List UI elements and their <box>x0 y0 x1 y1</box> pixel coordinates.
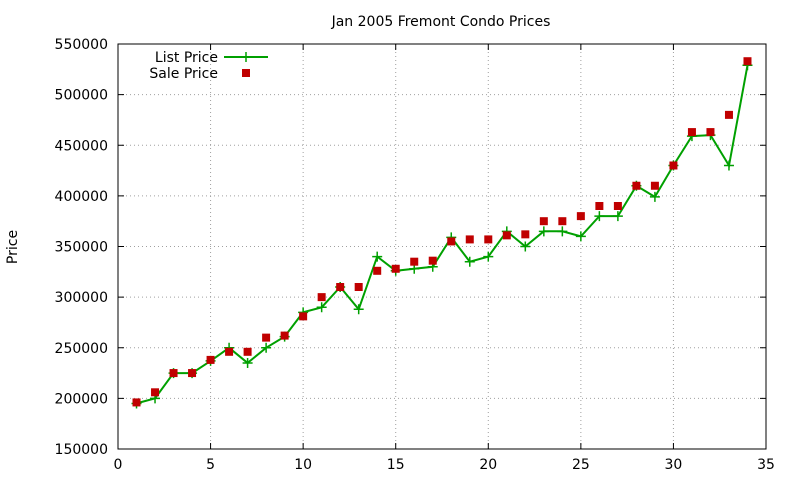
legend-label: List Price <box>155 50 218 66</box>
data-point <box>650 181 659 190</box>
data-point <box>373 266 382 275</box>
y-tick-label: 150000 <box>55 442 108 458</box>
y-tick-label: 200000 <box>55 391 108 407</box>
legend-marker <box>242 69 250 77</box>
data-point <box>188 369 197 378</box>
data-point <box>261 342 272 353</box>
data-point <box>520 241 531 252</box>
data-point <box>206 355 215 364</box>
data-point <box>243 347 252 356</box>
series-line <box>136 65 749 405</box>
data-point <box>262 333 271 342</box>
data-point <box>447 237 456 246</box>
y-tick-label: 300000 <box>55 290 108 306</box>
data-point <box>649 191 660 202</box>
data-point <box>706 128 715 137</box>
data-point <box>557 226 568 237</box>
x-tick-label: 25 <box>572 457 590 473</box>
data-point <box>372 251 383 262</box>
data-point <box>743 57 752 66</box>
y-tick-label: 450000 <box>55 138 108 154</box>
data-point <box>410 257 419 266</box>
data-point <box>669 161 678 170</box>
series-sale-price <box>132 57 752 407</box>
y-tick-label: 500000 <box>55 88 108 104</box>
data-point <box>687 128 696 137</box>
data-point <box>483 251 494 262</box>
data-point <box>538 226 549 237</box>
x-tick-label: 15 <box>387 457 405 473</box>
x-tick-label: 20 <box>479 457 497 473</box>
y-tick-label: 350000 <box>55 240 108 256</box>
legend-label: Sale Price <box>149 66 218 82</box>
data-point <box>242 357 253 368</box>
data-point <box>299 312 308 321</box>
data-point <box>317 293 326 302</box>
data-point <box>521 230 530 239</box>
data-point <box>391 264 400 273</box>
data-point <box>576 212 585 221</box>
data-point <box>354 283 363 291</box>
data-point <box>464 256 475 267</box>
data-point <box>280 331 289 340</box>
legend-marker <box>241 52 251 62</box>
data-point <box>502 231 511 240</box>
x-tick-label: 35 <box>757 457 775 473</box>
series-list-price <box>131 60 753 409</box>
data-point <box>595 202 604 210</box>
data-point <box>336 283 345 291</box>
data-point <box>539 217 548 226</box>
y-tick-label: 400000 <box>55 189 108 205</box>
data-point <box>316 302 327 313</box>
data-point <box>594 211 605 222</box>
data-point <box>169 369 178 378</box>
y-tick-label: 250000 <box>55 341 108 357</box>
data-point <box>558 217 567 226</box>
axis-ticks: 150000 200000 250000 300000 350000 400000 4500… <box>55 37 775 473</box>
x-tick-label: 30 <box>665 457 683 473</box>
series-layer <box>131 57 753 409</box>
data-point <box>612 211 623 222</box>
x-tick-label: 0 <box>114 457 123 473</box>
x-tick-label: 10 <box>294 457 312 473</box>
data-point <box>724 110 733 119</box>
data-point <box>484 235 493 244</box>
data-point <box>428 256 437 265</box>
data-point <box>575 231 586 242</box>
grid <box>118 44 766 449</box>
data-point <box>225 347 234 356</box>
x-tick-label: 5 <box>206 457 215 473</box>
data-point <box>132 398 141 407</box>
data-point <box>632 181 641 190</box>
data-point <box>465 235 474 244</box>
chart-title: Jan 2005 Fremont Condo Prices <box>331 14 551 30</box>
y-tick-label: 550000 <box>55 37 108 53</box>
data-point <box>723 160 734 171</box>
data-point <box>353 304 364 315</box>
plot-frame <box>117 43 767 450</box>
y-axis-label: Price <box>5 230 21 264</box>
data-point <box>151 388 160 397</box>
data-point <box>613 202 622 210</box>
